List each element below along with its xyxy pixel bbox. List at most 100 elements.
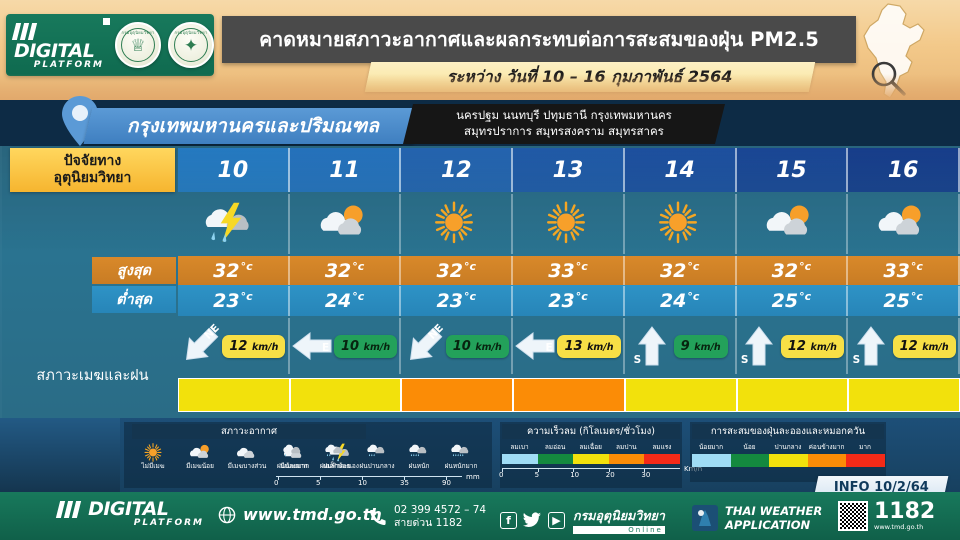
wind-direction-arrow-icon: S bbox=[739, 324, 779, 368]
province-line-2: สมุทรปราการ สมุทรสงคราม สมุทรสาคร bbox=[464, 124, 664, 138]
digital-platform-logo-header: DIGITAL PLATFORM กรมอุตุนิยมวิทยา ♕ กรมอ… bbox=[6, 14, 214, 76]
twitter-icon[interactable] bbox=[523, 512, 542, 528]
globe-icon bbox=[218, 506, 236, 523]
temp-low-day-10: 23 °c bbox=[178, 286, 290, 316]
sky-cell-day-16 bbox=[848, 194, 960, 254]
wind-direction-label: E bbox=[322, 342, 330, 354]
phone-info: 02 399 4572 – 74 สายด่วน 1182 bbox=[368, 504, 486, 530]
pm-impact-day-10 bbox=[178, 378, 290, 412]
rain-axis-unit: mm bbox=[466, 473, 480, 481]
rain-legend-label: ฝนปานกลาง bbox=[359, 462, 395, 470]
dust-legend-label: น้อย bbox=[743, 443, 756, 451]
wind-legend-label: ลมแรง bbox=[652, 443, 672, 451]
thunderstorm-icon bbox=[202, 199, 264, 249]
temp-low-value: 25 bbox=[883, 290, 910, 312]
seal-ring-text-1: กรมอุตุนิยมวิทยา bbox=[121, 30, 155, 35]
magnifier-icon bbox=[871, 61, 906, 96]
temp-low-value: 23 bbox=[548, 290, 575, 312]
wind-direction-arrow-icon: S bbox=[632, 324, 672, 368]
logo-dot-icon bbox=[103, 17, 110, 25]
wind-speed-badge: 10 km/h bbox=[445, 334, 509, 358]
province-list-inner: นครปฐม นนทบุรี ปทุมธานี กรุงเทพมหานคร สม… bbox=[456, 108, 672, 139]
footer-bar: DIGITAL PLATFORM www.tmd.go.th 02 399 45… bbox=[0, 492, 960, 540]
wind-speed-unit: km/h bbox=[922, 341, 949, 353]
sky-legend-item-2: มีเมฆบางส่วน bbox=[224, 442, 270, 471]
dust-scale-segment-2 bbox=[769, 454, 808, 467]
temp-low-value: 23 bbox=[213, 290, 240, 312]
date-range-banner: ระหว่าง วันที่ 10 – 16 กุมภาพันธ์ 2564 bbox=[364, 62, 816, 92]
wind-legend-label: ลมเบา bbox=[510, 443, 529, 451]
wind-speed-badge: 9 km/h bbox=[673, 334, 728, 358]
wind-speed-value: 12 bbox=[787, 338, 806, 354]
logo-subtitle: PLATFORM bbox=[33, 59, 104, 70]
wind-direction-label: S bbox=[852, 354, 861, 366]
wind-cell-day-11: E 10 km/h bbox=[290, 318, 402, 374]
app-label-block: THAI WEATHER APPLICATION bbox=[725, 504, 822, 533]
sky-cell-day-14 bbox=[625, 194, 737, 254]
wind-direction-label: S bbox=[740, 354, 749, 366]
temp-high-day-12: 32 °c bbox=[401, 256, 514, 285]
facebook-icon[interactable]: f bbox=[500, 511, 517, 529]
province-line-1: นครปฐม นนทบุรี ปทุมธานี กรุงเทพมหานคร bbox=[456, 108, 672, 123]
rain-axis-tick-label: 5 bbox=[316, 479, 321, 487]
footer-logo-title: DIGITAL bbox=[88, 498, 169, 520]
wind-speed-unit: km/h bbox=[587, 341, 614, 353]
temp-high-day-15: 32 °c bbox=[737, 256, 849, 285]
temp-unit: °c bbox=[575, 260, 588, 273]
temp-unit: °c bbox=[240, 260, 253, 273]
sunny-icon bbox=[140, 442, 166, 462]
hotline-website: www.tmd.go.th bbox=[874, 523, 924, 531]
seal-figure-icon-1: ♕ bbox=[130, 35, 146, 56]
website-url-text: www.tmd.go.th bbox=[243, 505, 382, 524]
hotline-number-block: 1182 www.tmd.go.th bbox=[874, 501, 935, 532]
day-number: 16 bbox=[887, 157, 919, 183]
day-header-11: 11 bbox=[289, 148, 402, 192]
temp-high-day-11: 32 °c bbox=[290, 256, 402, 285]
dust-legend-item-1: น้อย bbox=[731, 442, 769, 452]
wind-cell-day-15: S 12 km/h bbox=[737, 318, 849, 374]
wind-direction-arrow-icon: S bbox=[851, 324, 891, 368]
wind-direction-label: S bbox=[633, 354, 642, 366]
temp-high-day-10: 32 °c bbox=[178, 256, 290, 285]
wind-axis-line bbox=[502, 468, 680, 469]
day-header-15: 15 bbox=[736, 148, 849, 192]
page-title-text: คาดหมายสภาวะอากาศและผลกระทบต่อการสะสมของ… bbox=[259, 28, 819, 51]
wind-speed-badge: 12 km/h bbox=[222, 334, 286, 358]
temp-low-day-14: 24 °c bbox=[625, 286, 737, 316]
wind-cell-day-14: S 9 km/h bbox=[625, 318, 737, 374]
rain-axis-tick-label: 35 bbox=[400, 479, 409, 487]
rain-axis-tick bbox=[446, 476, 447, 480]
dust-legend-item-0: น้อยมาก bbox=[692, 442, 730, 452]
rain-1-icon bbox=[280, 442, 306, 460]
temp-high-day-13: 33 °c bbox=[513, 256, 625, 285]
city-skyline-art bbox=[0, 418, 120, 492]
phone-text-block: 02 399 4572 – 74 สายด่วน 1182 bbox=[394, 504, 486, 530]
thai-weather-app[interactable]: THAI WEATHER APPLICATION bbox=[692, 504, 822, 533]
sky-legend-item-1: มีเมฆน้อย bbox=[177, 442, 223, 471]
hotline-block: 1182 www.tmd.go.th bbox=[838, 501, 935, 531]
rain-5-icon bbox=[448, 442, 474, 460]
wind-speed-unit: km/h bbox=[694, 341, 721, 353]
wind-speed-value: 9 bbox=[680, 338, 690, 354]
sky-cell-day-12 bbox=[401, 194, 514, 254]
wind-direction-arrow-icon: E bbox=[515, 324, 555, 368]
footer-logo-bars-icon bbox=[55, 500, 82, 518]
temp-unit: °c bbox=[910, 290, 923, 303]
sky-cell-day-15 bbox=[737, 194, 849, 254]
temp-low-value: 24 bbox=[324, 290, 352, 312]
wind-speed-value: 12 bbox=[229, 338, 248, 354]
website-link[interactable]: www.tmd.go.th bbox=[218, 505, 382, 524]
rain-legend-item-2: ฝนปานกลาง bbox=[356, 442, 398, 471]
wind-axis-tick bbox=[502, 468, 503, 472]
row-label-sky: สภาวะเมฆและฝน bbox=[36, 368, 149, 384]
dust-legend-title: การสะสมของฝุ่นละอองและหมอกควัน bbox=[692, 424, 884, 439]
social-links[interactable]: f ▶ กรมอุตุนิยมวิทยา Online bbox=[500, 506, 665, 534]
rain-legend-item-4: ฝนหนักมาก bbox=[440, 442, 482, 471]
youtube-icon[interactable]: ▶ bbox=[548, 511, 565, 529]
dust-scale-segment-0 bbox=[692, 454, 731, 467]
dust-legend-label: มาก bbox=[859, 443, 871, 451]
qr-code-icon[interactable] bbox=[838, 501, 868, 531]
wind-axis-tick bbox=[573, 468, 575, 472]
dust-legend-label: น้อยมาก bbox=[698, 443, 724, 451]
